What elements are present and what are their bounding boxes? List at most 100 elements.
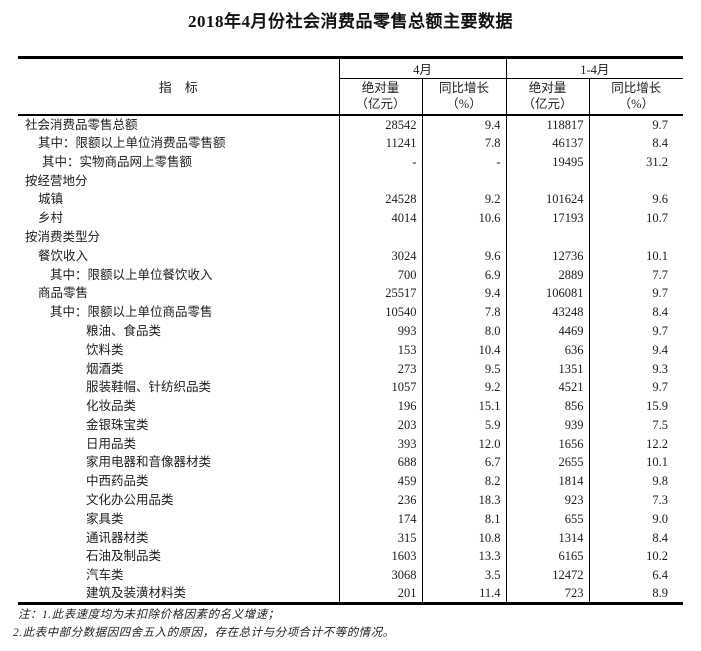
cell-jan-apr-growth: 10.7 <box>588 208 684 228</box>
cell-jan-apr-growth: 9.0 <box>588 509 684 529</box>
cell-jan-apr-growth: 6.4 <box>588 566 684 585</box>
column-header-jan-apr-absolute: 绝对量 （亿元） <box>505 78 590 116</box>
cell-april-absolute: 25517 <box>338 284 422 303</box>
retail-sales-table: 指 标 4月 1-4月 绝对量 （亿元） 同比增长 （%） 绝对量 （亿元） 同… <box>18 56 684 606</box>
cell-april-absolute: 174 <box>338 509 422 529</box>
row-indicator-label: 化妆品类 <box>18 396 340 416</box>
subheader-line1: 同比增长 <box>439 81 490 95</box>
row-indicator-label: 中西药品类 <box>18 472 340 491</box>
subheader-line2: （%） <box>446 97 482 111</box>
table-row: 餐饮收入 3024 9.6 12736 10.1 <box>18 246 684 266</box>
table-row: 汽车类 3068 3.5 12472 6.4 <box>18 566 684 585</box>
cell-jan-apr-absolute <box>505 227 590 247</box>
column-group-jan-apr: 1-4月 <box>506 56 684 79</box>
cell-april-absolute: 993 <box>338 321 422 341</box>
cell-jan-apr-absolute: 17193 <box>505 208 590 228</box>
cell-april-absolute: 3024 <box>338 246 422 266</box>
cell-april-absolute: 273 <box>338 359 422 379</box>
cell-jan-apr-growth: 7.7 <box>588 265 684 285</box>
cell-jan-apr-absolute: 655 <box>505 509 590 529</box>
cell-jan-apr-absolute: 12736 <box>505 246 590 266</box>
cell-april-absolute: 10540 <box>338 302 422 322</box>
cell-jan-apr-absolute: 19495 <box>505 152 590 172</box>
cell-jan-apr-growth: 9.7 <box>588 115 684 134</box>
table-row: 饮料类 153 10.4 636 9.4 <box>18 340 684 360</box>
row-indicator-label: 其中：实物商品网上零售额 <box>18 152 340 172</box>
subheader-line2: （亿元） <box>355 97 406 111</box>
cell-jan-apr-absolute: 856 <box>505 396 590 416</box>
cell-april-growth: 13.3 <box>421 547 507 567</box>
table-row: 建筑及装潢材料类 201 11.4 723 8.9 <box>18 584 684 604</box>
table-row: 日用品类 393 12.0 1656 12.2 <box>18 434 684 454</box>
cell-april-absolute: 4014 <box>338 208 422 228</box>
subheader-line1: 同比增长 <box>611 81 662 95</box>
row-indicator-label: 乡村 <box>18 208 340 228</box>
table-row: 城镇 24528 9.2 101624 9.6 <box>18 190 684 209</box>
subheader-line2: （亿元） <box>522 97 573 111</box>
cell-jan-apr-growth: 10.1 <box>588 453 684 473</box>
table-row: 金银珠宝类 203 5.9 939 7.5 <box>18 415 684 435</box>
cell-jan-apr-absolute: 723 <box>505 584 590 604</box>
cell-april-growth: 10.6 <box>421 208 507 228</box>
cell-april-growth: 10.8 <box>421 528 507 548</box>
table-row: 化妆品类 196 15.1 856 15.9 <box>18 396 684 416</box>
column-group-april: 4月 <box>338 56 507 79</box>
table-row: 按经营地分 <box>18 171 684 191</box>
cell-april-absolute: 201 <box>338 584 422 604</box>
row-indicator-label: 服装鞋帽、针纺织品类 <box>18 378 340 397</box>
cell-jan-apr-absolute: 636 <box>505 340 590 360</box>
cell-april-absolute: 459 <box>338 472 422 491</box>
cell-jan-apr-absolute: 4521 <box>505 378 590 397</box>
cell-april-growth: 9.2 <box>421 190 507 209</box>
cell-april-absolute: 11241 <box>338 133 422 153</box>
row-indicator-label: 家用电器和音像器材类 <box>18 453 340 473</box>
cell-april-absolute <box>338 227 422 247</box>
table-row: 烟酒类 273 9.5 1351 9.3 <box>18 359 684 379</box>
row-indicator-label: 按消费类型分 <box>18 227 340 247</box>
cell-jan-apr-growth: 8.4 <box>588 133 684 153</box>
cell-april-growth: 12.0 <box>421 434 507 454</box>
cell-jan-apr-absolute: 1656 <box>505 434 590 454</box>
table-row: 乡村 4014 10.6 17193 10.7 <box>18 208 684 228</box>
table-row: 社会消费品零售总额 28542 9.4 118817 9.7 <box>18 115 684 134</box>
header-row-groups: 指 标 4月 1-4月 <box>18 56 684 116</box>
subheader-line1: 绝对量 <box>361 81 400 95</box>
table-row: 其中：限额以上单位消费品零售额 11241 7.8 46137 8.4 <box>18 133 684 153</box>
cell-april-growth: 8.1 <box>421 509 507 529</box>
cell-april-growth: 7.8 <box>421 133 507 153</box>
cell-april-growth: 8.0 <box>421 321 507 341</box>
table-row: 家具类 174 8.1 655 9.0 <box>18 509 684 529</box>
cell-jan-apr-absolute: 1814 <box>505 472 590 491</box>
cell-jan-apr-growth: 9.7 <box>588 321 684 341</box>
cell-jan-apr-growth: 9.8 <box>588 472 684 491</box>
cell-april-absolute: 688 <box>338 453 422 473</box>
cell-april-growth: 6.9 <box>421 265 507 285</box>
cell-jan-apr-growth: 31.2 <box>588 152 684 172</box>
row-indicator-label: 建筑及装潢材料类 <box>18 584 340 604</box>
cell-jan-apr-absolute: 101624 <box>505 190 590 209</box>
cell-jan-apr-absolute: 106081 <box>505 284 590 303</box>
table-header: 指 标 4月 1-4月 绝对量 （亿元） 同比增长 （%） 绝对量 （亿元） 同… <box>18 56 684 116</box>
cell-april-absolute: 1603 <box>338 547 422 567</box>
cell-april-absolute <box>338 171 422 191</box>
cell-april-absolute: 153 <box>338 340 422 360</box>
cell-april-absolute: 28542 <box>338 115 422 134</box>
cell-april-growth <box>421 227 507 247</box>
cell-april-growth: 7.8 <box>421 302 507 322</box>
cell-jan-apr-absolute: 43248 <box>505 302 590 322</box>
row-indicator-label: 其中：限额以上单位消费品零售额 <box>18 133 340 153</box>
table-row: 家用电器和音像器材类 688 6.7 2655 10.1 <box>18 453 684 473</box>
cell-jan-apr-absolute <box>505 171 590 191</box>
row-indicator-label: 日用品类 <box>18 434 340 454</box>
cell-april-absolute: 203 <box>338 415 422 435</box>
cell-jan-apr-growth: 9.7 <box>588 284 684 303</box>
cell-jan-apr-absolute: 939 <box>505 415 590 435</box>
cell-jan-apr-growth: 10.2 <box>588 547 684 567</box>
cell-april-absolute: 3068 <box>338 566 422 585</box>
cell-april-absolute: 700 <box>338 265 422 285</box>
column-header-april-growth: 同比增长 （%） <box>421 78 507 116</box>
row-indicator-label: 其中：限额以上单位餐饮收入 <box>18 265 340 285</box>
cell-jan-apr-absolute: 4469 <box>505 321 590 341</box>
table-row: 按消费类型分 <box>18 227 684 247</box>
page-title: 2018年4月份社会消费品零售总额主要数据 <box>188 12 513 31</box>
